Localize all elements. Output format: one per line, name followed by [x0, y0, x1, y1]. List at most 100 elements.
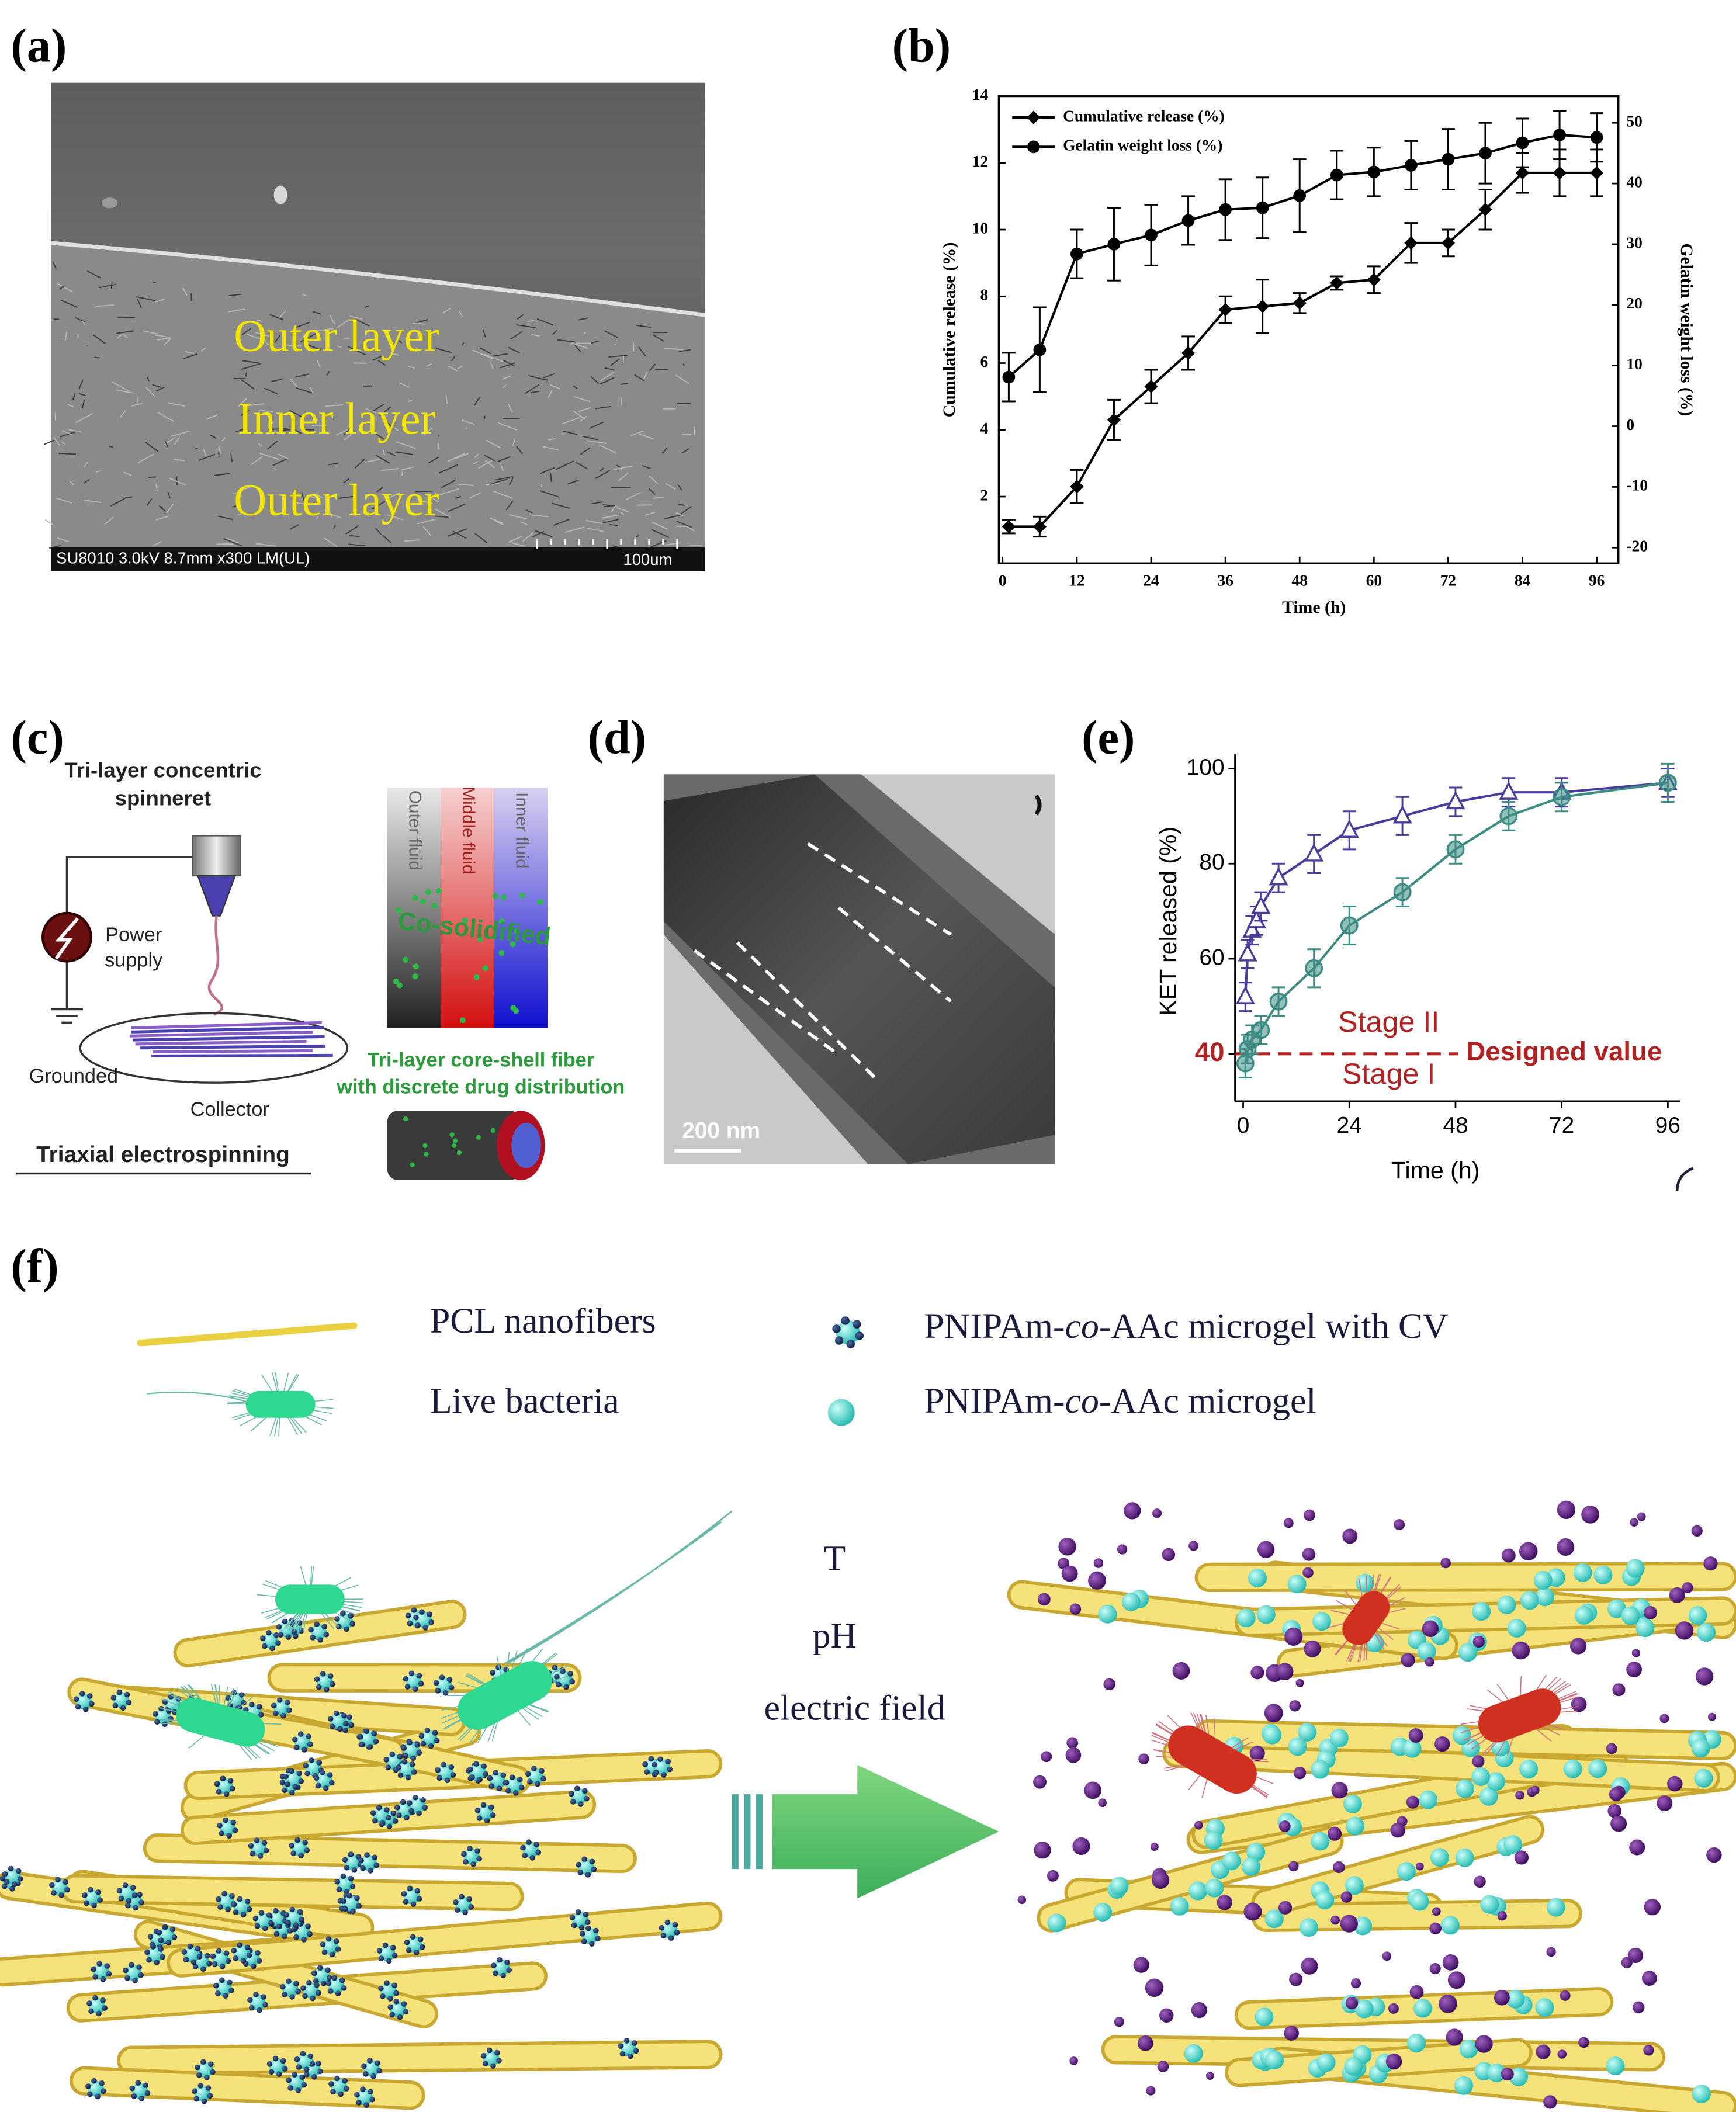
sem-fiber	[527, 320, 535, 322]
cv-dot	[280, 1712, 286, 1719]
sem-fiber	[535, 530, 553, 537]
cv-dot	[132, 1978, 138, 1983]
released-cv	[1429, 1962, 1441, 1975]
sem-fiber	[427, 363, 432, 366]
sem-fiber	[221, 437, 226, 442]
cv-dot	[154, 1719, 160, 1725]
cv-dot	[404, 1939, 410, 1945]
sem-fiber	[635, 535, 639, 538]
cv-dot	[299, 2074, 306, 2080]
cv-dot	[584, 1919, 591, 1926]
marker	[1269, 866, 1288, 886]
cv-dot	[329, 1723, 335, 1730]
corner-mark	[1675, 1167, 1694, 1191]
released-cv	[1295, 1678, 1304, 1687]
sem-fiber	[279, 310, 286, 318]
cv-dot	[467, 1766, 473, 1773]
cv-dot	[171, 1934, 178, 1940]
cv-dot	[195, 1945, 201, 1952]
cv-dot	[295, 1988, 301, 1995]
cv-dot	[124, 1691, 130, 1698]
cv-dot	[578, 1801, 584, 1807]
cv-dot	[146, 1957, 152, 1963]
nanofiber	[120, 2043, 719, 2072]
marker	[1479, 147, 1492, 160]
sem-fiber	[200, 347, 206, 352]
released-cv	[1643, 2045, 1654, 2056]
sem-fiber	[325, 404, 344, 407]
panel-label: (b)	[892, 19, 951, 72]
sem-fiber	[407, 365, 415, 369]
sem-fiber	[145, 387, 155, 397]
cv-dot	[436, 1775, 443, 1781]
y-tick-label: 6	[980, 353, 988, 370]
cv-dot	[327, 1716, 334, 1722]
cv-dot	[246, 1906, 252, 1912]
cv-dot	[533, 1842, 539, 1848]
cv-dot	[554, 1674, 560, 1680]
released-cv	[1217, 1895, 1232, 1910]
sem-fiber	[626, 492, 641, 500]
cv-dot	[432, 1730, 438, 1736]
microgel	[1315, 1891, 1335, 1910]
marker	[1181, 346, 1196, 360]
cv-dot	[433, 1680, 439, 1686]
cv-dot	[8, 1865, 14, 1872]
sem-fiber	[381, 468, 399, 471]
sem-fiber	[56, 282, 74, 293]
x-tick-label: 72	[1440, 572, 1456, 589]
sem-fiber	[384, 419, 394, 429]
legend-part: PNIPAm-	[924, 1306, 1065, 1346]
cv-dot	[252, 1915, 259, 1922]
cv-dot	[419, 1944, 425, 1950]
sem-fiber	[206, 414, 219, 420]
drug-dot	[410, 1162, 415, 1167]
legend-part: -AAc microgel with CV	[1099, 1306, 1449, 1346]
sem-fiber	[155, 515, 169, 521]
sem-fiber	[286, 344, 303, 347]
released-cv	[1659, 1714, 1669, 1723]
cv-dot	[272, 2055, 279, 2062]
cv-dot	[106, 1971, 112, 1977]
released-cv	[1390, 1822, 1406, 1838]
sem-fiber	[53, 436, 60, 446]
legend-part: co	[1065, 1306, 1099, 1346]
sem-fiber	[57, 537, 70, 543]
cv-dot	[404, 1684, 411, 1690]
sem-fiber	[349, 315, 362, 320]
drug-dot	[403, 1116, 408, 1122]
microgel	[1170, 1896, 1189, 1916]
sem-fiber	[301, 493, 306, 502]
released-cv	[1409, 1985, 1424, 1999]
cv-dot	[91, 2078, 97, 2084]
cv-dot	[216, 1948, 222, 1954]
microgel	[1593, 1565, 1613, 1584]
marker	[1070, 247, 1083, 261]
sem-fiber	[375, 528, 382, 535]
sem-fiber	[565, 526, 585, 533]
cv-dot	[91, 1966, 96, 1972]
sem-fiber	[536, 318, 553, 325]
released-cv	[1033, 1775, 1047, 1789]
sem-fiber	[665, 542, 681, 546]
cv-dot	[240, 1912, 247, 1917]
released-cv	[1330, 1915, 1340, 1925]
cv-dot	[407, 1885, 413, 1892]
cv-dot	[422, 1625, 428, 1631]
deposited-fiber	[129, 1030, 313, 1038]
sem-fiber	[294, 429, 302, 434]
sem-fiber	[69, 480, 75, 486]
microgel	[1503, 1835, 1523, 1854]
cv-dot	[387, 2004, 394, 2010]
cv-dot	[470, 1861, 476, 1867]
released-cv	[1302, 1567, 1314, 1579]
drug-dot	[452, 1138, 458, 1143]
arrow-bar	[756, 1794, 763, 1870]
marker	[1032, 519, 1047, 534]
sem-fiber	[604, 330, 618, 338]
cv-dot	[86, 1693, 93, 1699]
released-cv	[1514, 1850, 1529, 1865]
cv-dot	[285, 1700, 290, 1705]
cv-dot	[316, 1990, 321, 1996]
cv-dot	[138, 1899, 144, 1906]
